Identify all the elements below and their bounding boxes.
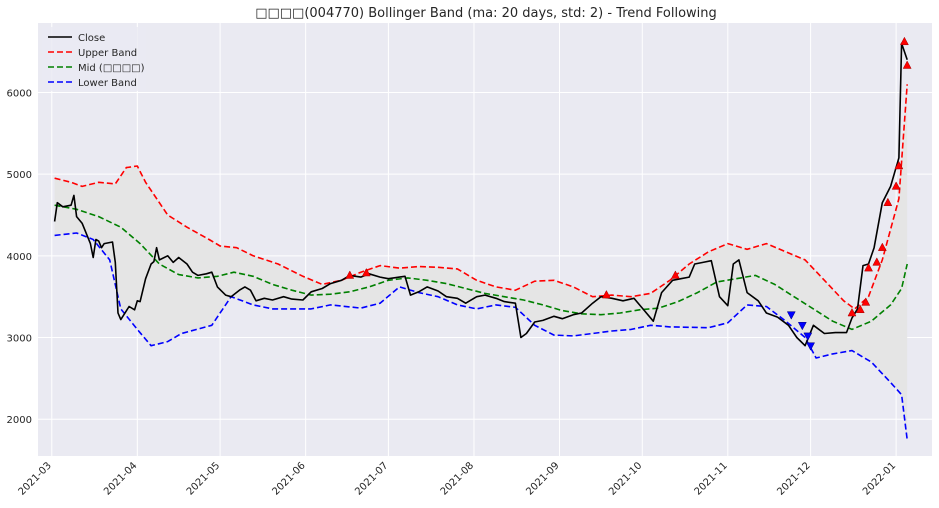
- legend-label: Upper Band: [78, 48, 137, 59]
- x-tick-label: 2021-12: [775, 460, 812, 497]
- buy-signal-marker: [861, 297, 871, 306]
- sell-signal-marker: [786, 311, 796, 320]
- buy-signal-marker: [601, 290, 611, 299]
- x-tick-label: 2021-11: [693, 460, 730, 497]
- y-tick-label: 5000: [7, 170, 32, 181]
- x-tick-label: 2021-03: [17, 460, 54, 497]
- sell-signal-marker: [806, 342, 816, 351]
- x-tick-label: 2021-06: [270, 460, 307, 497]
- legend-label: Close: [78, 33, 105, 44]
- buy-signal-marker: [670, 270, 680, 279]
- x-tick-label: 2021-08: [439, 460, 476, 497]
- signal-markers: [345, 36, 912, 351]
- y-tick-labels: 2000 3000 4000 5000 6000: [7, 88, 32, 426]
- buy-signal-marker: [902, 60, 912, 69]
- y-tick-label: 3000: [7, 334, 32, 345]
- sell-signal-marker: [803, 332, 813, 341]
- series-line-close: [53, 42, 908, 347]
- series-line-mid: [54, 204, 908, 331]
- y-tick-label: 4000: [7, 252, 32, 263]
- sell-signal-marker: [797, 322, 807, 331]
- buy-signal-marker: [864, 263, 873, 272]
- buy-signal-marker: [891, 181, 901, 190]
- buy-signal-marker: [872, 257, 882, 266]
- x-tick-label: 2021-09: [524, 460, 561, 497]
- x-tick-label: 2021-10: [607, 460, 644, 497]
- buy-signal-marker: [883, 197, 893, 206]
- legend-label: Lower Band: [78, 78, 137, 89]
- series-line-upper-band: [54, 84, 908, 310]
- legend: Close Upper Band Mid (□□□□) Lower Band: [42, 27, 146, 91]
- series-lines: [53, 42, 908, 440]
- buy-signal-marker: [899, 36, 909, 46]
- y-tick-label: 2000: [7, 415, 32, 426]
- buy-signal-marker: [855, 304, 865, 314]
- series-line-lower-band: [54, 232, 908, 440]
- x-tick-label: 2021-05: [185, 460, 222, 497]
- chart-title: □□□□(004770) Bollinger Band (ma: 20 days…: [255, 6, 717, 21]
- x-tick-label: 2021-04: [102, 460, 139, 497]
- buy-signal-marker: [345, 270, 355, 279]
- buy-signal-marker: [877, 242, 887, 251]
- buy-signal-marker: [894, 160, 904, 170]
- legend-label: Mid (□□□□): [78, 63, 145, 74]
- x-tick-label: 2021-07: [353, 460, 390, 497]
- x-tick-label: 2022-01: [861, 460, 898, 497]
- x-tick-labels: 2021-03 2021-04 2021-05 2021-06 2021-07 2021-…: [17, 460, 899, 497]
- buy-signal-marker: [361, 267, 371, 277]
- y-tick-label: 6000: [7, 88, 32, 99]
- buy-signal-marker: [847, 307, 857, 317]
